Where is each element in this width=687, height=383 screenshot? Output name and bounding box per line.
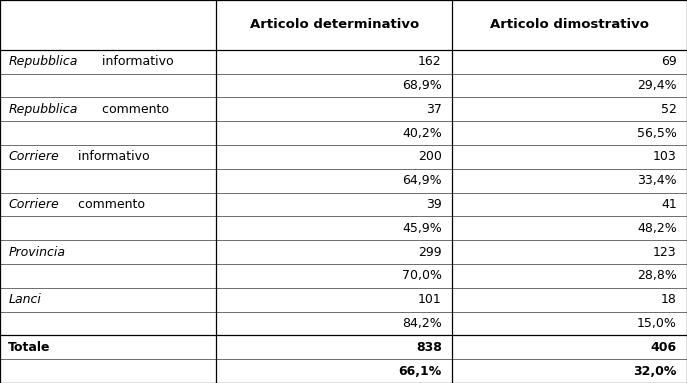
Text: 162: 162 — [418, 55, 442, 68]
Text: 123: 123 — [653, 246, 677, 259]
Text: Provincia: Provincia — [8, 246, 65, 259]
Text: Repubblica: Repubblica — [8, 103, 78, 116]
Text: 103: 103 — [653, 151, 677, 164]
Text: 37: 37 — [426, 103, 442, 116]
Text: Articolo determinativo: Articolo determinativo — [249, 18, 419, 31]
Text: 52: 52 — [661, 103, 677, 116]
Text: 56,5%: 56,5% — [637, 127, 677, 139]
Text: 101: 101 — [418, 293, 442, 306]
Text: 45,9%: 45,9% — [402, 222, 442, 235]
Text: 299: 299 — [418, 246, 442, 259]
Text: 838: 838 — [416, 341, 442, 354]
Text: Corriere: Corriere — [8, 198, 59, 211]
Text: 200: 200 — [418, 151, 442, 164]
Text: 28,8%: 28,8% — [637, 269, 677, 282]
Text: 40,2%: 40,2% — [402, 127, 442, 139]
Text: 70,0%: 70,0% — [402, 269, 442, 282]
Text: 64,9%: 64,9% — [402, 174, 442, 187]
Text: Articolo dimostrativo: Articolo dimostrativo — [490, 18, 649, 31]
Text: Totale: Totale — [8, 341, 51, 354]
Text: commento: commento — [74, 198, 145, 211]
Text: 406: 406 — [651, 341, 677, 354]
Text: Corriere: Corriere — [8, 151, 59, 164]
Text: Repubblica: Repubblica — [8, 55, 78, 68]
Text: 32,0%: 32,0% — [633, 365, 677, 378]
Text: 84,2%: 84,2% — [402, 317, 442, 330]
Text: 39: 39 — [426, 198, 442, 211]
Text: informativo: informativo — [98, 55, 173, 68]
Text: Lanci: Lanci — [8, 293, 41, 306]
Text: 29,4%: 29,4% — [637, 79, 677, 92]
Text: 18: 18 — [661, 293, 677, 306]
Text: 41: 41 — [661, 198, 677, 211]
Text: 69: 69 — [661, 55, 677, 68]
Text: commento: commento — [98, 103, 169, 116]
Text: 48,2%: 48,2% — [637, 222, 677, 235]
Text: 68,9%: 68,9% — [402, 79, 442, 92]
Text: 33,4%: 33,4% — [637, 174, 677, 187]
Text: 15,0%: 15,0% — [637, 317, 677, 330]
Text: informativo: informativo — [74, 151, 149, 164]
Text: 66,1%: 66,1% — [398, 365, 442, 378]
